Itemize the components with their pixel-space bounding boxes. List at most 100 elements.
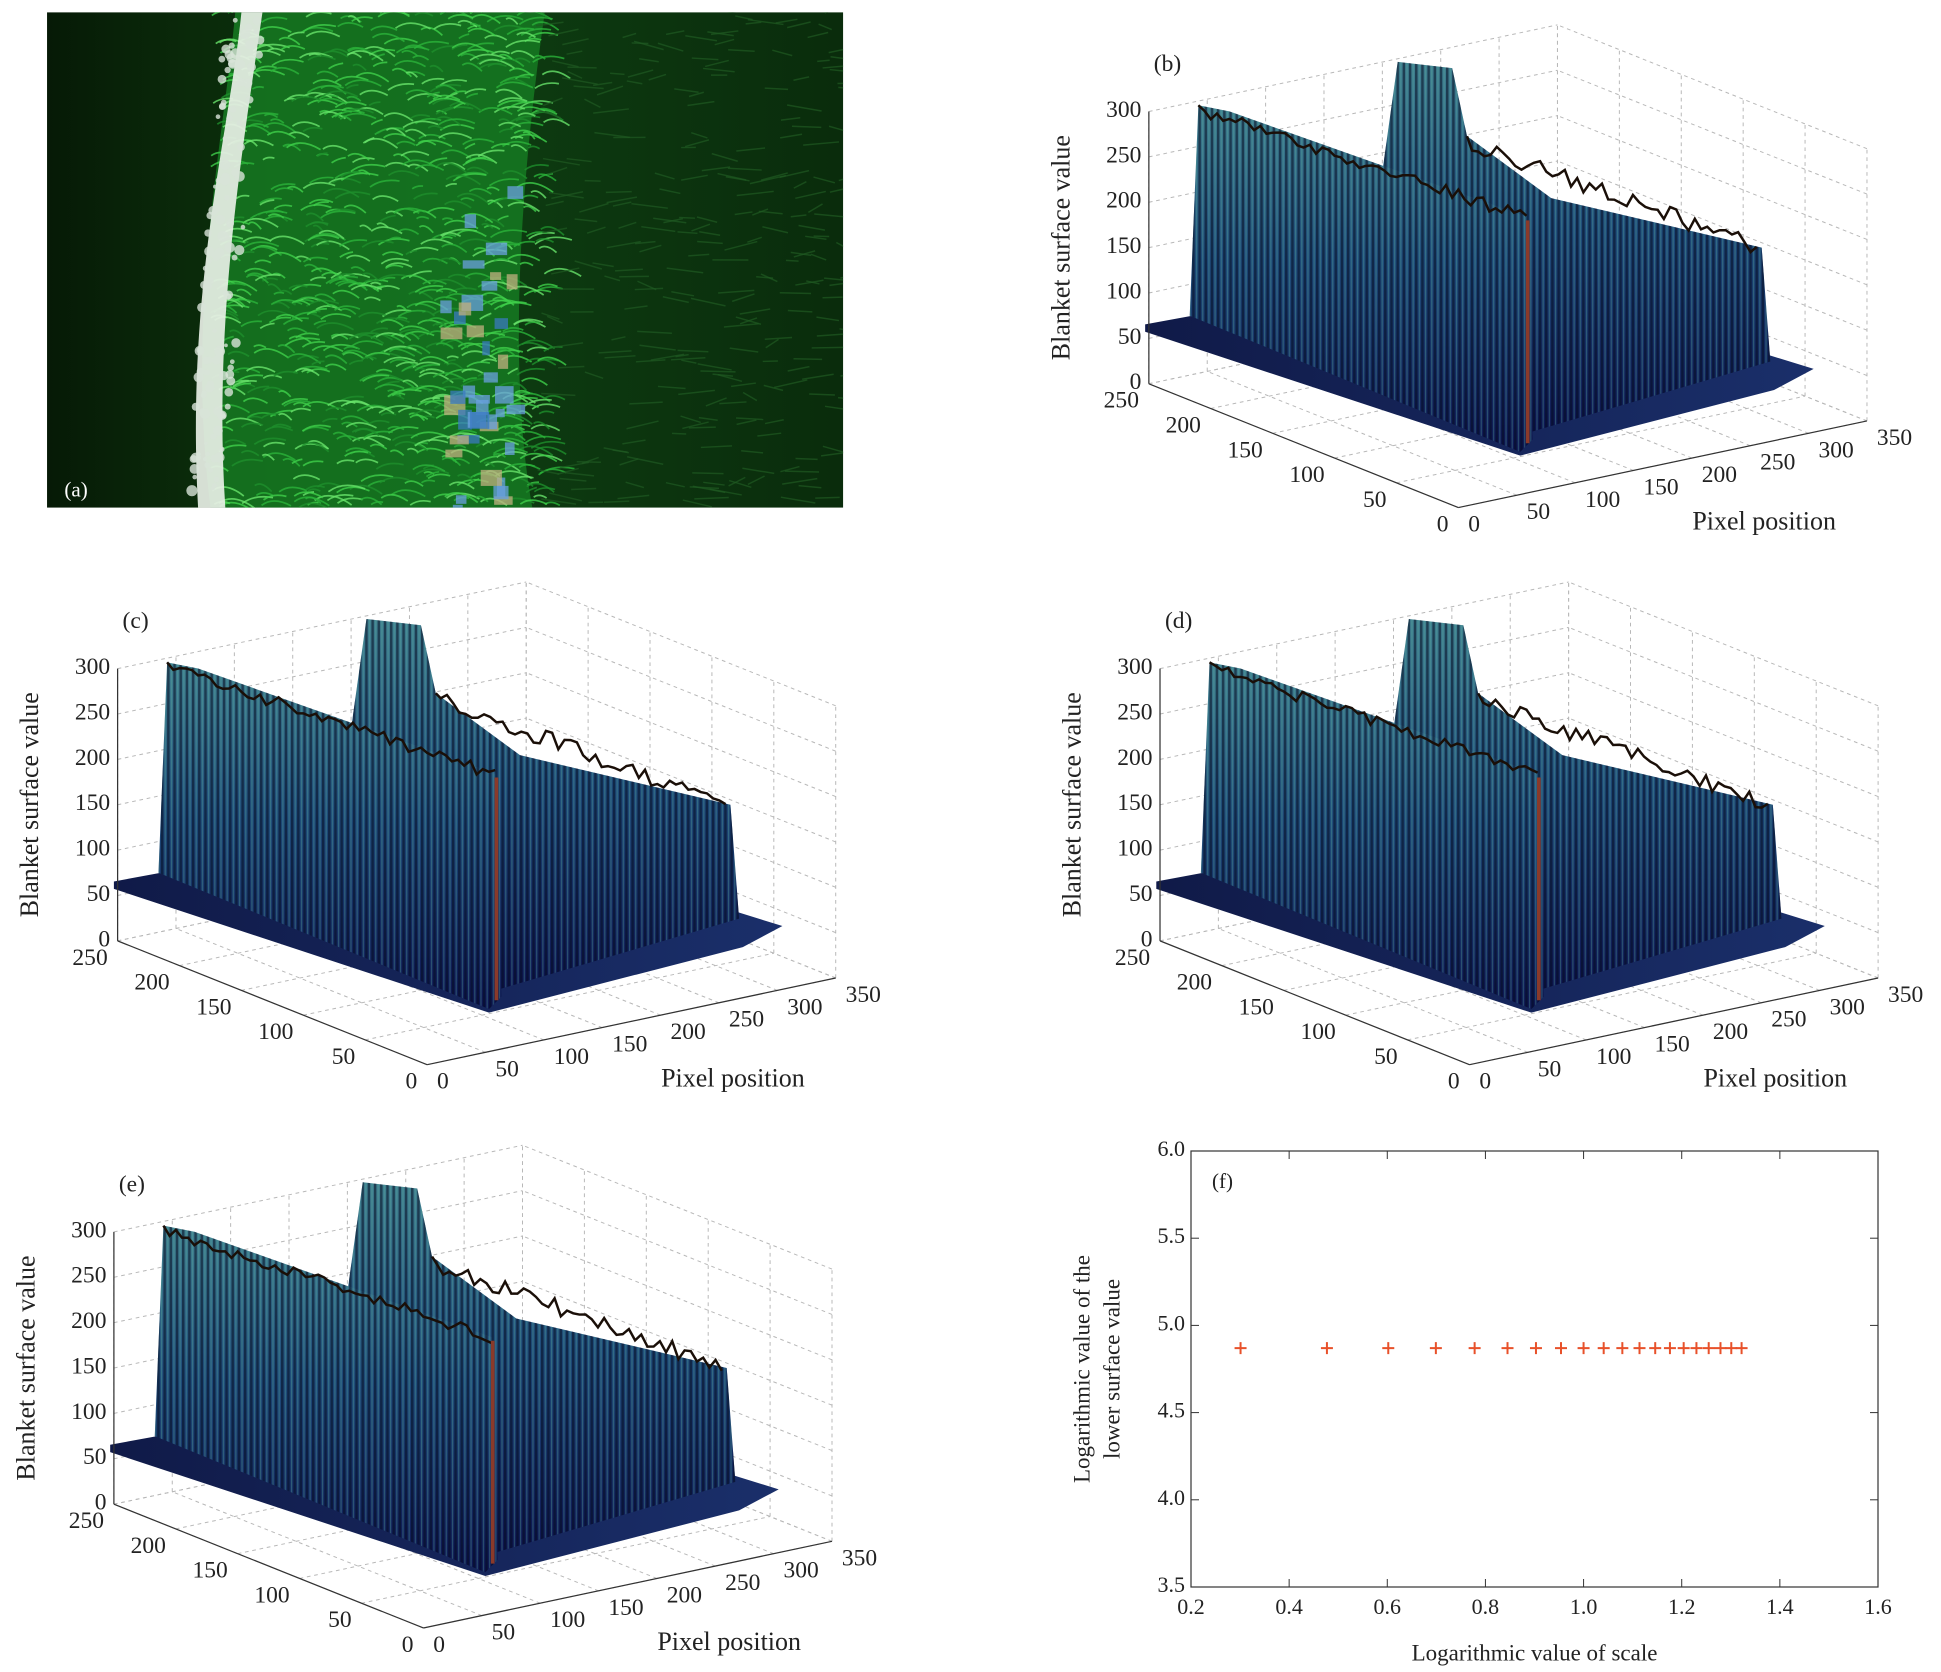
- texture-stroke: [840, 374, 844, 377]
- texture-stroke: [818, 23, 833, 31]
- texture-stroke: [512, 382, 528, 392]
- y-tick-label: 200: [1177, 970, 1212, 996]
- axis-edge: [1148, 383, 1459, 509]
- texture-stroke: [653, 217, 687, 224]
- z-tick-label: 250: [75, 699, 110, 725]
- texture-stroke: [293, 491, 324, 499]
- x-tick-label: 200: [667, 1582, 702, 1608]
- texture-stroke: [316, 322, 354, 331]
- edge-speck: [199, 408, 211, 419]
- texture-stroke: [780, 133, 803, 139]
- texture-stroke: [348, 282, 380, 293]
- texture-stroke: [389, 358, 415, 366]
- texture-stroke: [541, 312, 560, 320]
- grid-line: [365, 952, 774, 1041]
- edge-speck: [196, 346, 205, 355]
- x-axis-label: Pixel position: [657, 1627, 801, 1656]
- texture-stroke: [598, 350, 632, 354]
- texture-stroke: [809, 393, 835, 396]
- texture-stroke: [814, 213, 844, 218]
- texture-stroke: [617, 494, 650, 500]
- texture-stroke: [411, 185, 424, 190]
- texture-stroke: [383, 356, 416, 364]
- y-tick-label: 150: [1227, 437, 1262, 463]
- texture-stroke: [375, 332, 405, 338]
- edge-speck: [212, 328, 217, 333]
- edge-speck: [230, 182, 237, 189]
- texture-stroke: [763, 384, 784, 392]
- texture-stroke: [376, 222, 389, 229]
- texture-stroke: [324, 354, 348, 365]
- texture-stroke: [376, 273, 406, 282]
- texture-stroke: [397, 407, 433, 416]
- texture-stroke: [510, 144, 528, 152]
- texture-stroke: [637, 330, 672, 334]
- texture-stroke: [516, 367, 545, 376]
- texture-stroke: [306, 368, 331, 374]
- texture-stroke: [390, 333, 412, 342]
- z-axis-label: Blanket surface value: [15, 692, 44, 917]
- texture-stroke: [240, 422, 264, 428]
- surface-floor: [110, 1436, 779, 1576]
- texture-stroke: [495, 81, 534, 89]
- surface-crest: [162, 1224, 492, 1345]
- grid-line: [361, 1516, 771, 1604]
- x-tick-label: 150: [1655, 1032, 1690, 1058]
- texture-stroke: [489, 229, 528, 239]
- texture-stroke: [501, 140, 532, 148]
- texture-stroke: [736, 190, 774, 197]
- scatter-point: [1429, 1342, 1442, 1355]
- edge-speck: [246, 62, 256, 72]
- texture-stroke: [739, 317, 758, 325]
- x-tick-label: 1.6: [1864, 1594, 1892, 1619]
- texture-stroke: [815, 496, 840, 499]
- texture-stroke: [414, 438, 449, 447]
- texture-stroke: [717, 373, 743, 383]
- texture-stroke: [520, 27, 552, 36]
- edge-speck: [206, 380, 215, 388]
- texture-stroke: [418, 288, 444, 295]
- texture-stroke: [659, 188, 681, 195]
- texture-stroke: [462, 377, 477, 383]
- texture-stroke: [760, 273, 778, 283]
- texture-stroke: [502, 327, 524, 333]
- texture-stroke: [354, 428, 380, 437]
- texture-stroke: [521, 377, 548, 386]
- texture-stroke: [435, 105, 471, 115]
- grid-line: [1396, 395, 1806, 484]
- surface-crest: [1465, 135, 1758, 254]
- texture-stroke: [356, 107, 384, 116]
- grid-line: [526, 581, 836, 707]
- grid-line: [1557, 69, 1868, 195]
- texture-stroke: [259, 197, 282, 204]
- texture-stroke: [404, 344, 431, 355]
- texture-stroke: [543, 268, 582, 277]
- texture-stroke: [261, 500, 292, 507]
- panel-label: (c): [123, 608, 149, 634]
- texture-stroke: [381, 251, 404, 256]
- edge-speck: [206, 258, 212, 264]
- texture-stroke: [268, 251, 302, 263]
- texture-stroke: [248, 221, 262, 230]
- texture-stroke: [457, 229, 487, 238]
- edge-speck: [222, 135, 228, 142]
- texture-stroke: [482, 438, 520, 446]
- texture-stroke: [446, 355, 459, 359]
- texture-stroke: [674, 88, 699, 94]
- texture-stroke: [692, 485, 726, 494]
- texture-stroke: [370, 118, 383, 126]
- texture-stroke: [524, 435, 562, 444]
- texture-stroke: [838, 86, 844, 89]
- texture-stroke: [813, 176, 836, 184]
- texture-stroke: [567, 66, 597, 69]
- texture-stroke: [635, 359, 666, 363]
- texture-stroke: [606, 240, 641, 249]
- blue-patch: [440, 327, 463, 340]
- edge-speck: [186, 485, 198, 497]
- texture-stroke: [387, 389, 402, 397]
- edge-speck: [204, 369, 211, 376]
- edge-speck: [213, 184, 218, 189]
- edge-speck: [237, 143, 245, 151]
- texture-stroke: [281, 45, 306, 51]
- texture-stroke: [829, 68, 844, 72]
